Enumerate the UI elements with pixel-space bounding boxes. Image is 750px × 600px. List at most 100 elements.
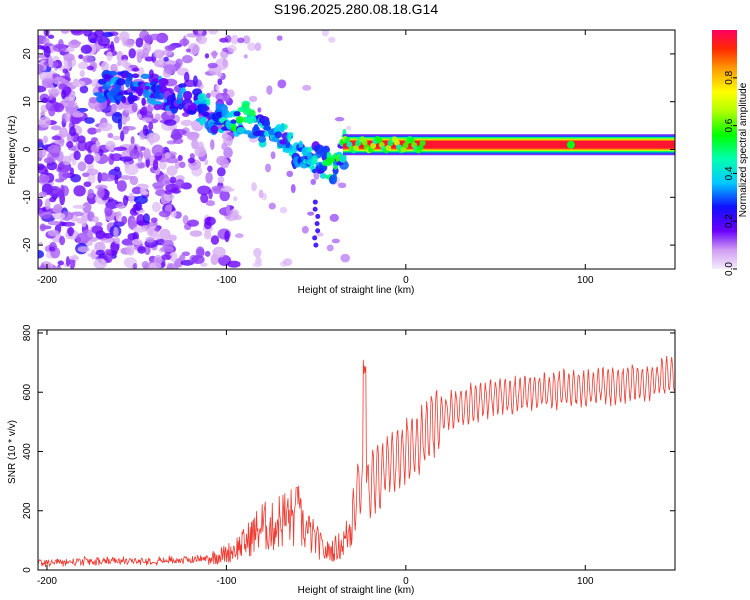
spectrogram-cell xyxy=(199,119,205,126)
spectrogram-cell xyxy=(98,122,113,132)
spectrogram-cell xyxy=(227,260,241,268)
spectrogram-cell xyxy=(102,73,111,80)
spectrogram-cell xyxy=(212,50,217,59)
spectrogram-cell xyxy=(326,151,332,158)
spectrogram-cell xyxy=(339,153,347,163)
spectrogram-cell xyxy=(149,81,158,86)
spectrogram-cell xyxy=(141,117,153,122)
spectrogram-cell xyxy=(121,59,129,68)
spectrogram-x-tick-label: -100 xyxy=(216,275,236,286)
spectrogram-cell xyxy=(80,216,87,228)
spectrogram-cell xyxy=(385,144,392,151)
spectrogram-cell xyxy=(154,227,161,232)
spectrogram-cell xyxy=(280,122,285,133)
spectrogram-cell xyxy=(251,182,257,192)
spectrogram-cell xyxy=(370,142,377,149)
spectrogram-cell xyxy=(170,107,178,114)
spectrogram-cell xyxy=(163,56,169,62)
spectrogram-cell xyxy=(154,113,161,121)
spectrogram-cell xyxy=(114,174,119,185)
spectrogram-cell xyxy=(345,125,352,131)
spectrogram-cell xyxy=(166,165,178,176)
spectrogram-cell xyxy=(153,49,165,59)
spectrogram-cell xyxy=(77,246,90,253)
spectrogram-cell xyxy=(210,139,215,151)
spectrogram-cell xyxy=(210,235,220,245)
spectrogram-cell xyxy=(177,154,183,162)
spectrogram-cell xyxy=(290,183,296,194)
spectrogram-cell xyxy=(312,168,317,174)
spectrogram-cell xyxy=(88,96,98,104)
spectrogram-cell xyxy=(77,61,89,70)
spectrogram-cell xyxy=(133,226,147,233)
spectrogram-cell xyxy=(402,142,409,149)
spectrogram-cell xyxy=(135,37,144,48)
spectrogram-cell xyxy=(139,146,146,151)
spectrogram-cell xyxy=(58,221,67,227)
spectrogram-cell xyxy=(287,132,294,137)
spectrogram-cell xyxy=(95,221,103,227)
spectrogram-y-tick-label: -10 xyxy=(22,190,33,205)
spectrogram-cell xyxy=(122,194,129,206)
spectrogram-cell xyxy=(268,202,276,210)
spectrogram-cell xyxy=(235,116,244,124)
spectrogram-cell xyxy=(66,100,76,107)
spectrogram-cell xyxy=(222,58,228,68)
spectrogram-cell xyxy=(43,157,54,164)
spectrogram-cell xyxy=(312,206,318,212)
spectrogram-cell xyxy=(52,189,59,194)
colorbar-label: Normalized spectral amplitude xyxy=(738,82,749,217)
spectrogram-cell xyxy=(72,80,86,88)
spectrogram-cell xyxy=(217,78,223,86)
spectrogram-cell xyxy=(145,237,155,243)
spectrogram-cell xyxy=(298,140,304,150)
spectrogram-cell xyxy=(60,89,67,99)
spectrogram-cell xyxy=(263,125,272,131)
spectrogram-cell xyxy=(62,155,72,166)
snr-y-tick-label: 600 xyxy=(22,383,33,400)
spectrogram-cell xyxy=(142,213,150,224)
spectrogram-cell xyxy=(219,190,230,202)
spectrogram-cell xyxy=(121,72,128,79)
spectrogram-cell xyxy=(257,107,262,113)
spectrogram-cell xyxy=(321,30,329,37)
colorbar: 0.0 0.2 0.4 0.6 0.8 Normalized spectral ampl… xyxy=(712,30,749,276)
spectrogram-cell xyxy=(178,83,187,89)
spectrogram-cell xyxy=(221,142,228,151)
spectrogram-cell xyxy=(80,44,93,54)
spectrogram-cell xyxy=(158,174,170,186)
spectrogram-cell xyxy=(54,140,59,145)
spectrogram-cell xyxy=(230,119,237,125)
spectrogram-cell xyxy=(141,97,146,106)
spectrogram-cell xyxy=(82,172,90,178)
spectrogram-cell xyxy=(129,149,140,160)
spectrogram-cell xyxy=(191,139,199,150)
spectrogram-cell xyxy=(195,36,202,42)
colorbar-ticks: 0.0 0.2 0.4 0.6 0.8 xyxy=(724,70,737,276)
spectrogram-cell xyxy=(164,45,176,51)
spectrogram-cell xyxy=(105,80,112,88)
spectrogram-cell xyxy=(151,201,161,213)
spectrogram-cell xyxy=(106,51,113,62)
spectrogram-cell xyxy=(223,146,233,159)
spectrogram-cell xyxy=(95,128,102,133)
spectrogram-y-axis-label: Frequency (Hz) xyxy=(7,116,18,185)
spectrogram-cell xyxy=(191,255,205,265)
spectrogram-cell xyxy=(83,181,92,188)
chart-title: S196.2025.280.08.18.G14 xyxy=(274,1,438,17)
spectrogram-cell xyxy=(227,44,237,53)
spectrogram-cell xyxy=(68,255,80,261)
spectrogram-cell xyxy=(185,131,200,139)
spectrogram-cell xyxy=(187,219,199,227)
spectrogram-cell xyxy=(102,174,116,182)
spectrogram-cell xyxy=(120,130,125,142)
spectrogram-cell xyxy=(204,159,209,166)
spectrogram-cell xyxy=(165,157,179,164)
spectrogram-cell xyxy=(73,185,86,197)
spectrogram-cell xyxy=(53,102,65,113)
spectrogram-cell xyxy=(58,169,69,181)
spectrogram-cell xyxy=(167,203,173,212)
spectrogram-cell xyxy=(188,43,200,55)
spectrogram-cell xyxy=(187,157,196,164)
spectrogram-cell xyxy=(183,71,190,83)
